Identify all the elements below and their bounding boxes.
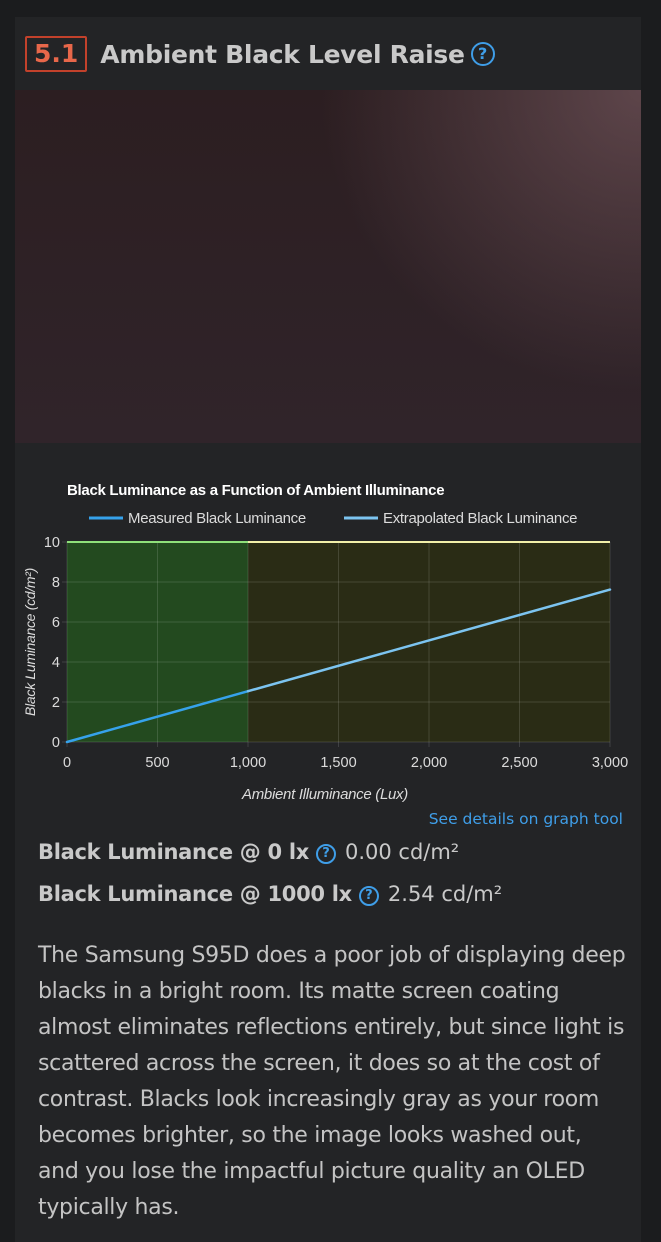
stat-label: Black Luminance @ 1000 lx [38,882,352,906]
series-line-measured [65,689,250,744]
chart-legend: Measured Black Luminance Extrapolated Bl… [89,510,578,527]
x-tick-label: 2,500 [501,755,537,771]
y-axis-label: Black Luminance (cd/m²) [22,568,38,716]
y-tick-label: 10 [44,535,60,551]
black-luminance-chart: 0 500 1,000 1,500 2,000 2,500 3,000 0 2 4 6 8 10 Bl… [22,482,628,803]
ambient-black-level-panel: 5.1 Ambient Black Level Raise ? 0 500 1,00… [15,17,641,1242]
section-header: 5.1 Ambient Black Level Raise ? [25,36,495,72]
x-axis-label: Ambient Illuminance (Lux) [241,786,408,803]
stat-black-luminance-1000lx: Black Luminance @ 1000 lx? 2.54 cd/m² [38,882,502,906]
stat-value: 0.00 cd/m² [344,840,460,864]
x-tick-label: 2,000 [411,755,447,771]
y-tick-label: 8 [52,575,60,591]
legend-label-extrapolated: Extrapolated Black Luminance [383,510,577,527]
stat-value: 2.54 cd/m² [387,882,503,906]
y-tick-label: 0 [52,735,60,751]
graph-tool-link[interactable]: See details on graph tool [428,810,623,828]
x-tick-label: 0 [63,755,71,771]
stat-label: Black Luminance @ 0 lx [38,840,309,864]
measured-region [67,542,248,742]
help-icon[interactable]: ? [358,886,379,906]
help-icon[interactable]: ? [315,844,336,864]
x-tick-label: 3,000 [592,755,628,771]
section-title: Ambient Black Level Raise [100,39,465,69]
legend-label-measured: Measured Black Luminance [128,510,306,527]
x-tick-label: 500 [145,755,169,771]
help-icon[interactable]: ? [470,42,495,66]
x-tick-label: 1,500 [320,755,356,771]
ambient-black-photo [15,90,641,443]
y-tick-label: 4 [52,655,60,671]
y-tick-label: 2 [52,695,60,711]
y-tick-label: 6 [52,615,60,631]
section-number-badge: 5.1 [25,36,88,72]
chart-title: Black Luminance as a Function of Ambient… [67,482,444,499]
x-tick-label: 1,000 [230,755,266,771]
stat-black-luminance-0lx: Black Luminance @ 0 lx? 0.00 cd/m² [38,840,459,864]
extrapolated-region [248,542,610,742]
series-line-extrapolated [246,588,612,693]
review-text: The Samsung S95D does a poor job of disp… [38,943,626,1220]
